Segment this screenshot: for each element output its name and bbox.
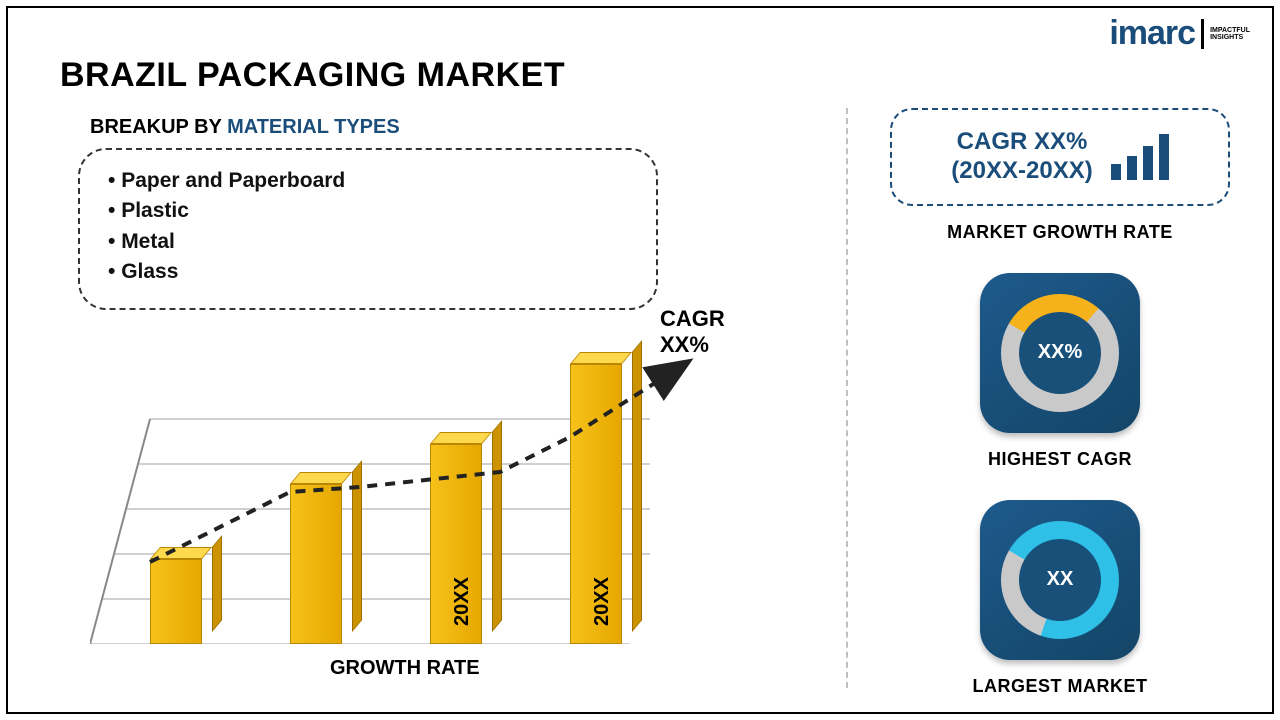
brand-logo: imarc IMPACTFUL INSIGHTS bbox=[1109, 14, 1250, 53]
cagr-text: CAGR XX% (20XX-20XX) bbox=[951, 128, 1092, 186]
x-axis-label: GROWTH RATE bbox=[330, 657, 480, 680]
material-item: Metal bbox=[108, 227, 628, 257]
bar-front bbox=[150, 559, 202, 644]
donut-highest: XX% bbox=[1001, 294, 1119, 412]
bar-label: 20XX bbox=[451, 577, 474, 626]
highest-cagr-label: HIGHEST CAGR bbox=[880, 449, 1240, 470]
logo-text: imarc bbox=[1109, 14, 1195, 53]
mini-bar bbox=[1143, 146, 1153, 180]
growth-chart: 20XX 20XX CAGR XX% GROWTH RATE bbox=[70, 300, 770, 680]
cagr-line1: CAGR XX% bbox=[951, 128, 1092, 157]
cagr-annotation: CAGR XX% bbox=[660, 306, 770, 358]
mini-bar bbox=[1159, 134, 1169, 180]
material-item: Glass bbox=[108, 257, 628, 287]
bar-side bbox=[352, 460, 362, 632]
donut-largest: XX bbox=[1001, 521, 1119, 639]
logo-divider bbox=[1201, 19, 1204, 49]
bar-side bbox=[492, 420, 502, 632]
bar bbox=[290, 484, 352, 644]
breakup-prefix: BREAKUP BY bbox=[90, 116, 227, 138]
mini-bar bbox=[1127, 156, 1137, 180]
cagr-card: CAGR XX% (20XX-20XX) bbox=[890, 108, 1230, 206]
breakup-highlight: MATERIAL TYPES bbox=[227, 116, 400, 138]
materials-box: Paper and Paperboard Plastic Metal Glass bbox=[78, 148, 658, 310]
material-item: Plastic bbox=[108, 196, 628, 226]
bar: 20XX bbox=[430, 444, 492, 644]
bar-side bbox=[212, 535, 222, 632]
vertical-divider bbox=[846, 108, 848, 688]
mini-bar bbox=[1111, 164, 1121, 180]
largest-market-label: LARGEST MARKET bbox=[880, 676, 1240, 697]
bar-label: 20XX bbox=[591, 577, 614, 626]
bar bbox=[150, 559, 212, 644]
material-item: Paper and Paperboard bbox=[108, 166, 628, 196]
largest-market-tile: XX bbox=[980, 500, 1140, 660]
donut-largest-value: XX bbox=[1001, 521, 1119, 639]
page-title: BRAZIL PACKAGING MARKET bbox=[60, 56, 565, 95]
cagr-line2: (20XX-20XX) bbox=[951, 157, 1092, 186]
bar-front bbox=[290, 484, 342, 644]
bar-top bbox=[430, 432, 492, 444]
bar-top bbox=[150, 547, 212, 559]
mini-bar-chart-icon bbox=[1111, 134, 1169, 180]
bar: 20XX bbox=[570, 364, 632, 644]
logo-tagline: IMPACTFUL INSIGHTS bbox=[1210, 27, 1250, 41]
bar-top bbox=[290, 472, 352, 484]
breakup-heading: BREAKUP BY MATERIAL TYPES bbox=[90, 116, 400, 139]
growth-rate-label: MARKET GROWTH RATE bbox=[880, 222, 1240, 243]
bar-top bbox=[570, 352, 632, 364]
donut-highest-value: XX% bbox=[1001, 294, 1119, 412]
materials-list: Paper and Paperboard Plastic Metal Glass bbox=[108, 166, 628, 288]
right-column: CAGR XX% (20XX-20XX) MARKET GROWTH RATE … bbox=[880, 108, 1240, 697]
bar-side bbox=[632, 340, 642, 632]
highest-cagr-tile: XX% bbox=[980, 273, 1140, 433]
